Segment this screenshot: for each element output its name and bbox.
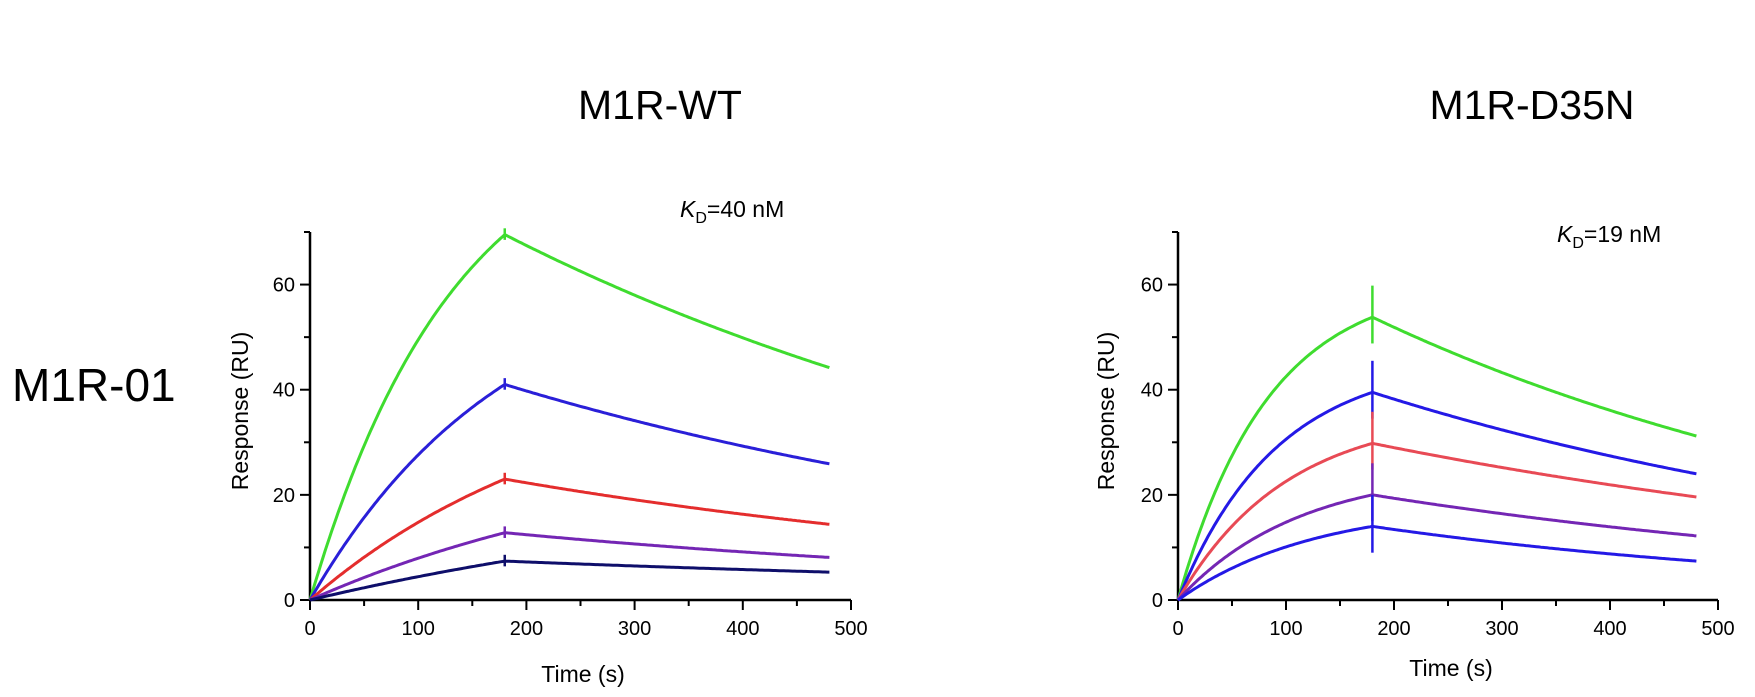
kd-annotation: KD=19 nM (1557, 221, 1661, 252)
series-line-5 (309, 559, 830, 602)
x-axis-label: Time (s) (1409, 655, 1492, 681)
chart-title: M1R-WT (578, 82, 742, 128)
x-tick-label: 400 (726, 618, 759, 640)
kd-symbol: K (680, 196, 697, 222)
x-tick-label: 100 (402, 618, 435, 640)
x-tick-label: 0 (304, 618, 315, 640)
y-tick-label: 20 (273, 485, 295, 507)
x-tick-label: 100 (1269, 618, 1302, 640)
series-line-4 (1176, 493, 1697, 602)
kd-subscript: D (695, 210, 707, 227)
series-group (1176, 285, 1697, 602)
y-axis-label: Response (RU) (1093, 332, 1119, 491)
series-line-2 (308, 383, 830, 601)
chart-title: M1R-D35N (1429, 82, 1634, 128)
y-tick-label: 40 (1141, 380, 1163, 402)
x-tick-label: 200 (510, 618, 543, 640)
series-group (308, 228, 830, 602)
series-line-4 (309, 531, 830, 602)
y-tick-label: 60 (273, 275, 295, 297)
chart-panel-d35n: M1R-D35N KD=19 nM Response (RU) Time (s)… (1093, 82, 1735, 681)
x-axis-label: Time (s) (541, 661, 624, 687)
series-line-3 (309, 477, 830, 602)
series-line-5 (1177, 524, 1697, 602)
y-tick-label: 0 (284, 590, 295, 612)
x-tick-label: 300 (1485, 618, 1518, 640)
kd-value: =19 nM (1584, 221, 1661, 247)
kd-subscript: D (1572, 235, 1584, 252)
kd-symbol: K (1557, 221, 1574, 247)
kd-value: =40 nM (707, 196, 784, 222)
axes: 0 100 200 300 400 500 0 20 40 60 (273, 231, 868, 640)
x-tick-label: 200 (1377, 618, 1410, 640)
chart-panel-wt: M1R-WT KD=40 nM Response (RU) Time (s) 0… (227, 82, 868, 687)
series-line-3 (1176, 441, 1697, 601)
y-tick-label: 0 (1152, 590, 1163, 612)
axes: 0 100 200 300 400 500 0 20 40 60 (1141, 231, 1735, 640)
y-tick-label: 20 (1141, 485, 1163, 507)
x-tick-label: 300 (618, 618, 651, 640)
x-tick-label: 500 (1701, 618, 1734, 640)
x-tick-label: 500 (834, 618, 867, 640)
x-tick-label: 0 (1172, 618, 1183, 640)
x-tick-label: 400 (1593, 618, 1626, 640)
y-tick-label: 60 (1141, 275, 1163, 297)
series-line-1 (1176, 315, 1697, 601)
series-line-1 (308, 233, 830, 601)
y-tick-label: 40 (273, 380, 295, 402)
kd-annotation: KD=40 nM (680, 196, 784, 227)
y-axis-label: Response (RU) (227, 332, 253, 491)
series-line-2 (1176, 390, 1697, 601)
row-label: M1R-01 (12, 359, 176, 411)
